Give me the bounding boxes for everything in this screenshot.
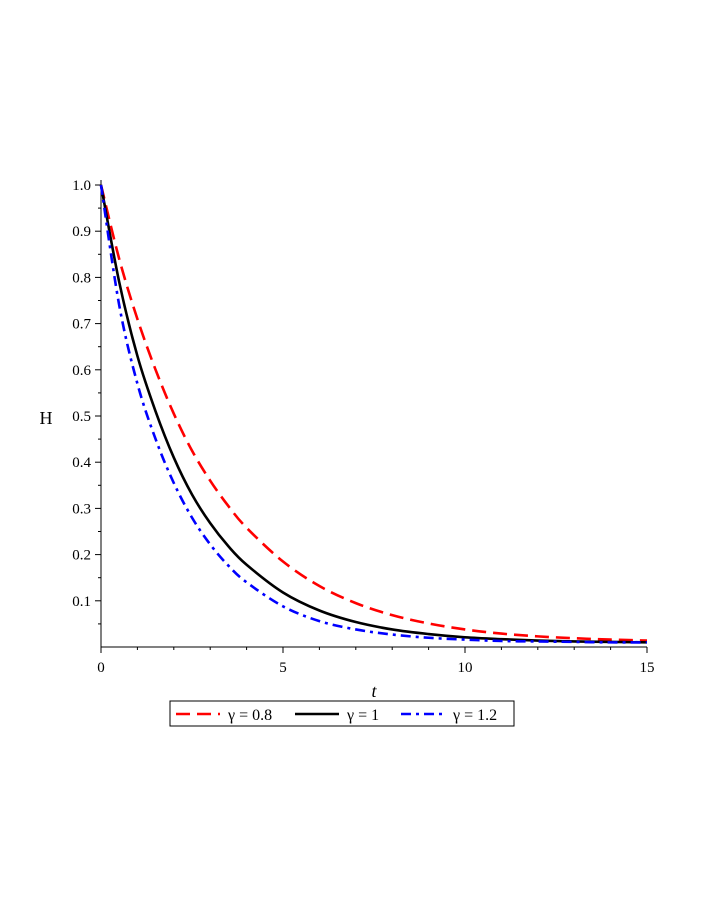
legend-box — [169, 700, 515, 727]
legend-items: γ = 0.8 γ = 1 γ = 1.2 — [176, 707, 497, 724]
y-tick-label: 0.4 — [72, 455, 91, 471]
y-tick-label: 0.2 — [72, 548, 91, 564]
y-axis-title: H — [40, 408, 53, 428]
legend: γ = 0.8 γ = 1 γ = 1.2 — [169, 700, 515, 727]
series-line-3 — [99, 184, 648, 644]
legend-label-1: γ = 0.8 — [227, 707, 272, 724]
y-tick-label: 1.0 — [72, 178, 91, 194]
x-tick-label: 15 — [640, 660, 655, 676]
x-axis-title: t — [371, 681, 377, 701]
axes — [100, 180, 647, 648]
series-line-2 — [99, 184, 648, 644]
series-lines — [99, 184, 648, 644]
x-tick-label: 0 — [97, 660, 105, 676]
y-tick-label: 0.7 — [72, 317, 91, 333]
y-tick-label: 0.9 — [72, 224, 91, 240]
y-tick-label: 0.6 — [72, 363, 91, 379]
series-line-1 — [99, 184, 648, 642]
legend-label-2: γ = 1 — [346, 707, 379, 724]
y-tick-label: 0.8 — [72, 270, 91, 286]
x-tick-label: 5 — [279, 660, 287, 676]
x-tick-label: 10 — [458, 660, 473, 676]
y-tick-label: 0.5 — [72, 409, 91, 425]
y-tick-label: 0.1 — [72, 594, 91, 610]
legend-label-3: γ = 1.2 — [452, 707, 497, 724]
y-tick-label: 0.3 — [72, 501, 91, 517]
ticks: 0 5 10 15 0.1 0.2 0.3 0.4 0.5 0.6 0.7 0.8 0.9 1.0 — [72, 178, 654, 676]
